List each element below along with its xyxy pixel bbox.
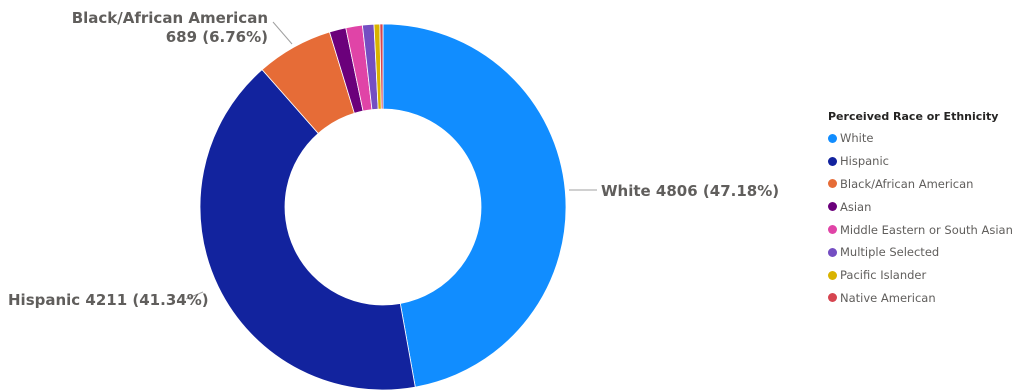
legend-label: Black/African American [840,176,974,191]
legend-marker-icon [828,179,837,189]
legend-item-native-american[interactable]: Native American [828,287,1013,310]
data-label-hispanic: Hispanic 4211 (41.34%) [8,291,209,309]
legend-marker-icon [828,133,837,143]
legend-item-multiple-selected[interactable]: Multiple Selected [828,241,1013,264]
legend-marker-icon [828,225,837,235]
legend-marker-icon [828,270,837,280]
legend-label: Native American [840,290,936,305]
leader-line-hispanic [185,291,204,300]
legend-item-pacific-islander[interactable]: Pacific Islander [828,264,1013,287]
slice-white[interactable] [382,23,567,388]
legend-label: White [840,131,874,146]
data-label-black-name: Black/African American [72,9,268,27]
legend-label: Pacific Islander [840,268,927,283]
data-labels: White 4806 (47.18%) Hispanic 4211 (41.34… [8,9,779,309]
slice-hispanic[interactable] [199,69,416,390]
legend-item-white[interactable]: White [828,127,1013,150]
slice-native-american[interactable] [379,23,384,110]
legend-item-black-african-american[interactable]: Black/African American [828,173,1013,196]
legend-title: Perceived Race or Ethnicity [828,110,999,123]
legend-label: Middle Eastern or South Asian [840,222,1013,237]
donut-slices [199,23,567,390]
legend-marker-icon [828,293,837,303]
legend-marker-icon [828,202,837,212]
legend-label: Hispanic [840,154,889,169]
legend: Perceived Race or Ethnicity White Hispani… [828,110,1013,309]
data-label-white: White 4806 (47.18%) [601,182,779,200]
legend-label: Multiple Selected [840,245,940,260]
legend-items: White Hispanic Black/African American Asian… [828,127,1013,309]
data-label-black-value: 689 (6.76%) [166,28,268,46]
legend-marker-icon [828,247,837,257]
legend-item-asian[interactable]: Asian [828,195,1013,218]
legend-item-middle-eastern-or-south-asian[interactable]: Middle Eastern or South Asian [828,218,1013,241]
legend-item-hispanic[interactable]: Hispanic [828,150,1013,173]
legend-label: Asian [840,199,872,214]
leader-line-black [272,21,293,45]
legend-marker-icon [828,156,837,166]
